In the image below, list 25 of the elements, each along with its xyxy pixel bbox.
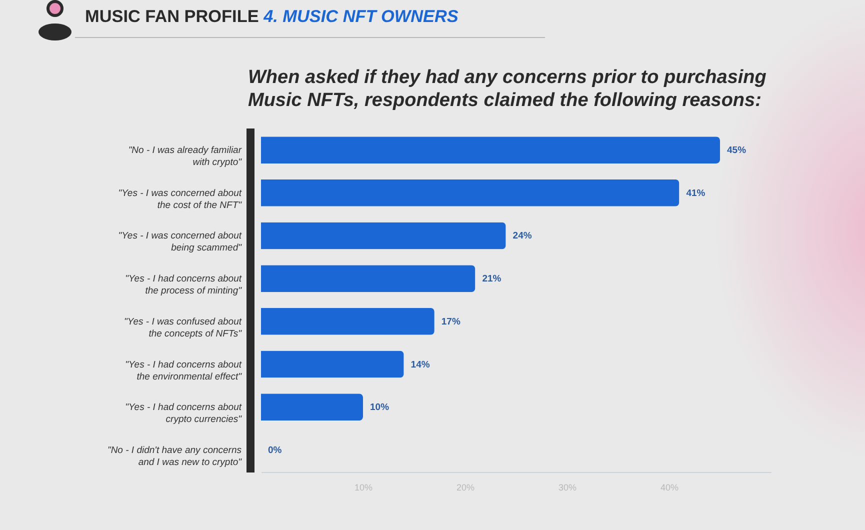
y-tick-label: "Yes - I had concerns about the environmental effect" <box>125 359 242 382</box>
data-label: 41% <box>686 188 706 199</box>
data-label: 24% <box>512 230 532 242</box>
bar <box>261 265 476 292</box>
chart-title: MUSIC FAN PROFILE 4. MUSIC NFT OWNERS <box>85 6 458 27</box>
bar <box>261 179 680 206</box>
data-label: 45% <box>727 145 747 156</box>
y-tick-label: "Yes - I was concerned about the cost of the NFT" <box>118 188 242 211</box>
data-label: 14% <box>410 359 430 370</box>
bar <box>261 350 404 378</box>
y-tick-label: "Yes - I had concerns about crypto currencies" <box>125 402 242 426</box>
bar <box>261 222 506 250</box>
data-label: 21% <box>482 274 502 285</box>
y-tick-label: "No - I was already familiar with crypto" <box>128 145 242 168</box>
y-tick-label: "No - I didn't have any concerns and I was new to crypto" <box>107 444 242 468</box>
data-label: 17% <box>441 316 461 328</box>
y-tick-label: "Yes - I had concerns about the process of minting" <box>125 274 242 297</box>
bar <box>261 308 434 335</box>
y-tick-label: "Yes - I was confused about the concepts of NFTs" <box>124 316 242 340</box>
y-tick-label: "Yes - I was concerned about being scammed" <box>118 230 242 254</box>
chart-subtitle: When asked if they had any concerns prior to purchasing Music NFTs, respondents claimed the following reasons: <box>248 67 767 111</box>
bar <box>261 394 363 421</box>
bar <box>261 136 720 164</box>
data-label: 0% <box>268 444 282 456</box>
data-label: 10% <box>370 402 390 414</box>
